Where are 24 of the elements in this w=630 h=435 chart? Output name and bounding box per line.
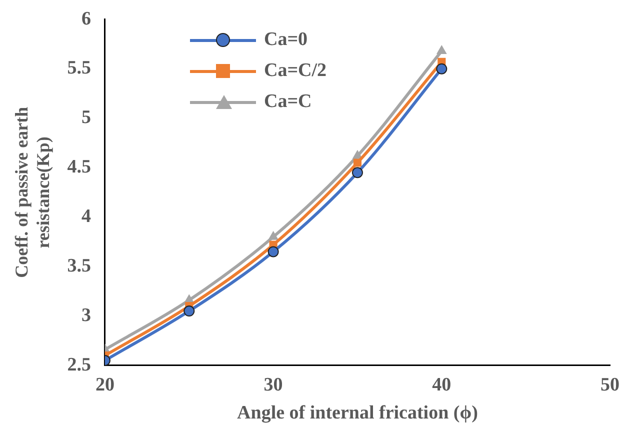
point (268, 231, 278, 240)
x-tick-label: 40 (432, 374, 452, 396)
y-tick-label: 3.5 (67, 255, 91, 276)
y-tick-label: 4.5 (67, 156, 91, 178)
legend-label: Ca=C/2 (264, 60, 327, 82)
point (353, 158, 362, 167)
x-tick-label: 50 (600, 374, 620, 396)
y-tick-label: 5.5 (67, 58, 91, 79)
point (436, 46, 446, 54)
point (184, 306, 195, 317)
x-tick-label: 30 (264, 374, 283, 396)
y-tick-label: 3 (81, 304, 91, 326)
x-axis-title: Angle of internal frication (ϕ) (237, 402, 478, 424)
legend-label: Ca=C (264, 90, 312, 112)
y-tick-label: 2.5 (67, 354, 91, 376)
x-tick-label: 20 (95, 374, 114, 396)
legend-label: Ca=0 (264, 28, 308, 50)
point (352, 167, 363, 178)
point (436, 63, 448, 74)
y-tick-label: 5 (81, 107, 91, 128)
y-tick-label: 4 (81, 206, 92, 228)
y-axis-title: Coeff. of passive earth resistance(Kp) (11, 106, 54, 278)
point (268, 246, 279, 258)
y-tick-label: 6 (81, 8, 91, 30)
